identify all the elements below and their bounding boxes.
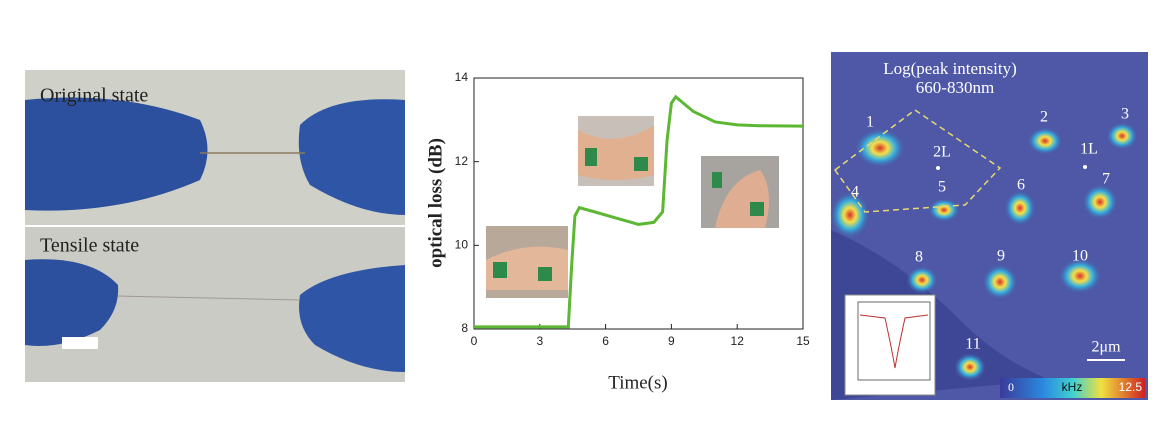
y-tick-label: 12 xyxy=(455,154,469,168)
line-label: 1L xyxy=(1080,141,1098,158)
heatmap-title: Log(peak intensity) xyxy=(883,59,1017,78)
spot-label: 4 xyxy=(851,184,859,201)
sticker xyxy=(750,202,764,216)
line-chart: Time(s) optical loss (dB) 0 3 6 9 12 15 8 10 12 1… xyxy=(425,70,810,393)
colorbar-unit: kHz xyxy=(1062,380,1083,394)
y-axis-label: optical loss (dB) xyxy=(425,138,446,268)
inset-plot xyxy=(845,295,935,395)
spot-label: 7 xyxy=(1102,171,1110,188)
spot xyxy=(906,266,938,294)
spot xyxy=(1106,122,1138,150)
sticker xyxy=(538,267,552,281)
spot xyxy=(982,264,1018,300)
marker xyxy=(1083,165,1087,169)
spot-label: 11 xyxy=(965,336,980,353)
spot xyxy=(854,128,906,168)
y-tick-label: 10 xyxy=(455,238,469,252)
y-tick-label: 14 xyxy=(455,70,469,84)
sticker xyxy=(712,172,722,188)
spot xyxy=(954,353,986,381)
x-tick-label: 12 xyxy=(731,334,745,348)
sticker xyxy=(585,148,597,166)
photo-label: Tensile state xyxy=(40,235,139,257)
inset-photos xyxy=(486,116,779,298)
line-label: 2L xyxy=(933,144,951,161)
colorbar-min: 0 xyxy=(1008,380,1014,394)
heatmap-subtitle: 660-830nm xyxy=(916,78,994,97)
spot-label: 6 xyxy=(1017,177,1025,194)
spot-label: 8 xyxy=(915,249,923,266)
spot xyxy=(1027,127,1063,155)
x-tick-label: 15 xyxy=(796,334,810,348)
spot xyxy=(928,198,960,222)
spot-label: 5 xyxy=(938,179,946,196)
spot xyxy=(1082,184,1118,220)
spot-label: 2 xyxy=(1040,109,1048,126)
marker xyxy=(936,166,940,170)
photo-panel: Original state Tensile state xyxy=(25,70,405,382)
photo-label: Original state xyxy=(40,85,148,107)
spot xyxy=(1004,190,1036,226)
colorbar-max: 12.5 xyxy=(1119,380,1143,394)
spot-label: 9 xyxy=(997,248,1005,265)
x-tick-label: 0 xyxy=(471,334,478,348)
scale-bar xyxy=(62,337,98,349)
scale-bar-label: 2μm xyxy=(1091,339,1121,356)
spot-label: 10 xyxy=(1072,248,1088,265)
sticker xyxy=(493,262,507,278)
figure: Original state Tensile state Time(s) opt… xyxy=(0,0,1159,423)
x-tick-label: 3 xyxy=(536,334,543,348)
y-tick-label: 8 xyxy=(461,321,468,335)
sticker xyxy=(634,157,648,171)
spot-label: 3 xyxy=(1121,106,1129,123)
spot xyxy=(830,191,870,239)
x-tick-label: 9 xyxy=(668,334,675,348)
x-tick-label: 6 xyxy=(602,334,609,348)
x-axis-label: Time(s) xyxy=(608,372,667,393)
spot-label: 1 xyxy=(866,114,874,131)
heatmap-panel: Log(peak intensity) 660-830nm 1 2 3 4 5 … xyxy=(830,52,1148,400)
